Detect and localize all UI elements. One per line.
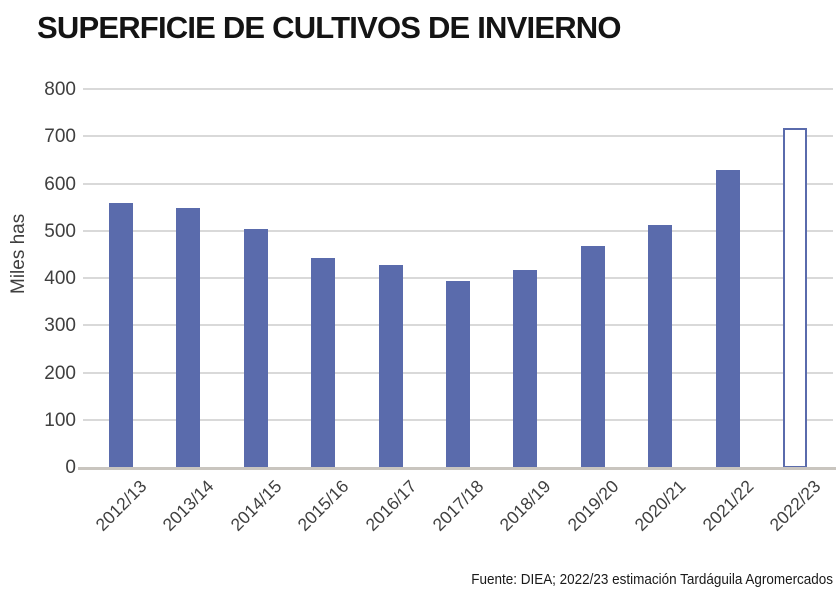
y-tick-label-300: 300 bbox=[44, 315, 76, 336]
bar-slot bbox=[424, 90, 491, 468]
bar-slot bbox=[222, 90, 289, 468]
x-tick-label-2016/17: 2016/17 bbox=[361, 476, 421, 535]
y-tick-label-700: 700 bbox=[44, 126, 76, 147]
bar-2014/15 bbox=[243, 229, 268, 468]
bar-slot bbox=[694, 90, 761, 468]
gridline-700 bbox=[83, 135, 833, 138]
x-tick-label-2015/16: 2015/16 bbox=[293, 476, 353, 535]
bar-2016/17 bbox=[378, 265, 403, 468]
gridline-500 bbox=[83, 229, 833, 232]
bar-2021/22 bbox=[715, 170, 740, 468]
bar-slot bbox=[559, 90, 626, 468]
y-tick-label-200: 200 bbox=[44, 363, 76, 384]
x-tick-label-2022/23: 2022/23 bbox=[765, 476, 825, 535]
bar-slot bbox=[289, 90, 356, 468]
y-tick-label-0: 0 bbox=[65, 457, 76, 478]
bar-slot bbox=[357, 90, 424, 468]
bar-2013/14 bbox=[176, 208, 201, 468]
x-tick-label-2020/21: 2020/21 bbox=[630, 476, 690, 535]
bar-2020/21 bbox=[648, 225, 673, 468]
bar-2017/18 bbox=[445, 281, 470, 468]
bar-slot bbox=[87, 90, 154, 468]
plot-area bbox=[83, 88, 833, 468]
y-tick-label-100: 100 bbox=[44, 410, 76, 431]
bar-slot bbox=[154, 90, 221, 468]
y-tick-label-400: 400 bbox=[44, 268, 76, 289]
x-tick-label-2014/15: 2014/15 bbox=[226, 476, 286, 535]
bars-group bbox=[87, 90, 829, 468]
x-tick-label-2021/22: 2021/22 bbox=[698, 476, 758, 535]
bar-2012/13 bbox=[108, 203, 133, 468]
y-tick-label-600: 600 bbox=[44, 174, 76, 195]
y-tick-label-800: 800 bbox=[44, 79, 76, 100]
y-tick-label-500: 500 bbox=[44, 221, 76, 242]
bar-2022/23 bbox=[783, 128, 808, 468]
bar-2015/16 bbox=[311, 258, 336, 468]
source-note: Fuente: DIEA; 2022/23 estimación Tardágu… bbox=[471, 572, 833, 588]
x-tick-label-2013/14: 2013/14 bbox=[158, 476, 218, 535]
bar-slot bbox=[627, 90, 694, 468]
x-axis-line bbox=[78, 467, 836, 470]
x-tick-label-2017/18: 2017/18 bbox=[428, 476, 488, 535]
x-tick-label-2018/19: 2018/19 bbox=[495, 476, 555, 535]
bar-2019/20 bbox=[580, 246, 605, 468]
chart-title: SUPERFICIE DE CULTIVOS DE INVIERNO bbox=[37, 10, 622, 45]
gridline-800 bbox=[83, 88, 833, 90]
bar-slot bbox=[492, 90, 559, 468]
bar-slot bbox=[762, 90, 829, 468]
x-tick-label-2012/13: 2012/13 bbox=[91, 476, 151, 535]
gridline-400 bbox=[83, 277, 833, 279]
bar-2018/19 bbox=[513, 270, 538, 468]
x-tick-label-2019/20: 2019/20 bbox=[563, 476, 623, 535]
gridline-600 bbox=[83, 182, 833, 185]
